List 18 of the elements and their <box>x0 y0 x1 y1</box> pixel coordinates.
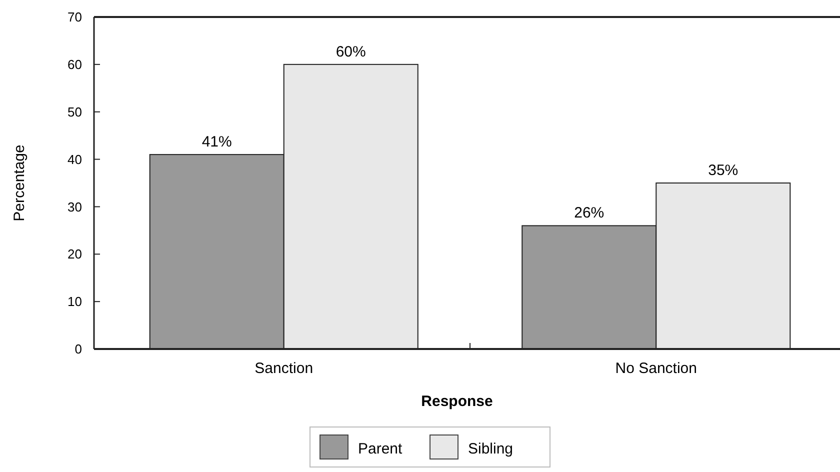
y-tick-label: 10 <box>68 294 82 310</box>
data-label: 35% <box>708 162 738 179</box>
legend-label: Parent <box>358 440 404 458</box>
data-label: 41% <box>202 134 232 151</box>
y-axis-title: Percentage <box>11 144 28 222</box>
y-tick-label: 40 <box>68 152 82 167</box>
y-tick-label: 30 <box>68 199 82 214</box>
y-tick-label: 0 <box>74 342 82 357</box>
data-label: 60% <box>336 43 366 60</box>
x-tick-label: No Sanction <box>615 360 697 377</box>
x-tick-label: Sanction <box>254 360 314 377</box>
legend-label: Sibling <box>468 440 514 458</box>
x-axis-title: Response <box>421 393 493 410</box>
data-label: 26% <box>574 204 604 222</box>
y-tick-label: 70 <box>68 10 82 25</box>
y-tick-label: 20 <box>68 246 82 262</box>
y-tick-label: 50 <box>68 104 82 120</box>
y-tick-label: 60 <box>68 56 82 72</box>
